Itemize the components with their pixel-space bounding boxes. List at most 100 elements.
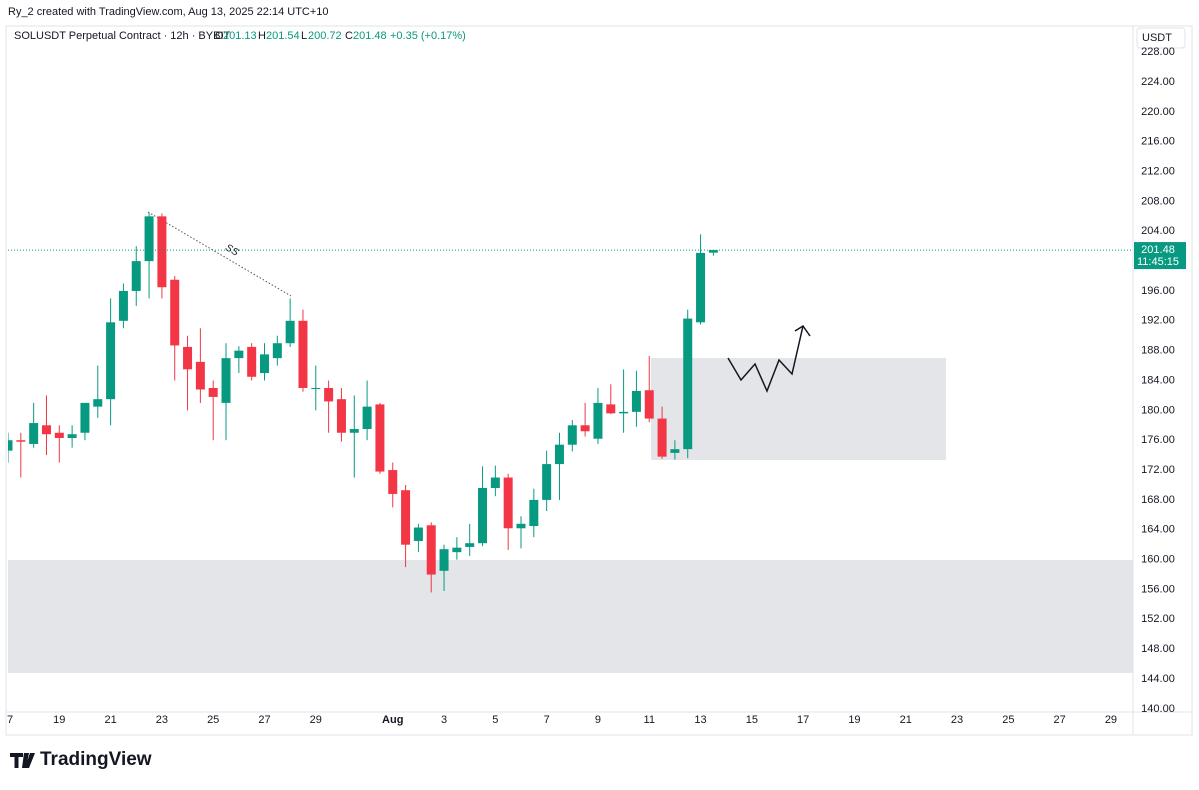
close-value: 201.48 — [353, 30, 387, 42]
x-tick-label: 29 — [1105, 714, 1117, 726]
candle-body — [67, 434, 77, 438]
price-tag — [1134, 242, 1186, 270]
logo-mark — [10, 753, 35, 768]
candle-body — [708, 250, 718, 253]
zone — [651, 358, 946, 460]
candle-body — [16, 440, 26, 442]
candle-body — [567, 425, 577, 445]
candle-body — [324, 387, 334, 402]
candle-body — [490, 477, 500, 488]
candle-body — [619, 411, 629, 414]
y-tick-label: 196.00 — [1141, 285, 1175, 297]
candle-body — [657, 418, 667, 457]
candle-body — [554, 444, 564, 465]
candle-body — [593, 402, 603, 439]
x-tick-label: 9 — [595, 714, 601, 726]
x-tick-label: 25 — [1002, 714, 1014, 726]
candle-body — [516, 523, 526, 529]
plot — [8, 211, 1133, 673]
chart-frame — [5, 25, 1193, 736]
candle-body — [208, 387, 218, 397]
y-tick-label: 204.00 — [1141, 225, 1175, 237]
candle-body — [157, 216, 167, 288]
y-tick-label: 172.00 — [1141, 464, 1175, 476]
candle-body — [131, 261, 141, 291]
candle-body — [54, 432, 64, 438]
y-tick-label: 180.00 — [1141, 404, 1175, 416]
low-key: L — [301, 30, 307, 42]
y-tick-label: 164.00 — [1141, 524, 1175, 536]
path-arrow — [727, 325, 804, 393]
candle-body — [375, 404, 385, 472]
candle-body — [311, 387, 321, 389]
currency[interactable]: USDT — [1142, 32, 1172, 44]
candle-body — [93, 399, 103, 407]
candle-body — [285, 320, 295, 344]
high-key: H — [258, 30, 266, 42]
x-tick-label: 29 — [310, 714, 322, 726]
y-tick-label: 220.00 — [1141, 106, 1175, 118]
candle-body — [529, 499, 539, 527]
close-key: C — [345, 30, 353, 42]
candle-body — [439, 549, 449, 571]
candle-body — [349, 429, 359, 433]
candle-body — [118, 290, 128, 321]
candle-body — [170, 279, 180, 346]
y-tick-label: 168.00 — [1141, 494, 1175, 506]
candle-body — [29, 423, 39, 444]
brand: TradingView — [40, 749, 152, 770]
candle-body — [259, 354, 269, 374]
y-tick-label: 212.00 — [1141, 165, 1175, 177]
candle-body — [41, 425, 51, 435]
y-tick-label: 148.00 — [1141, 643, 1175, 655]
candle-body — [272, 343, 282, 359]
trend-line — [147, 211, 292, 297]
y-tick-label: 176.00 — [1141, 434, 1175, 446]
candle-body — [401, 490, 411, 545]
y-tick-label: 216.00 — [1141, 136, 1175, 148]
candle-body — [362, 406, 372, 430]
change: +0.35 (+0.17%) — [390, 30, 466, 42]
candle-body — [8, 440, 13, 451]
x-tick-label: Aug — [382, 714, 403, 726]
open-value: 201.13 — [223, 30, 257, 42]
countdown: 11:45:15 — [1137, 256, 1179, 268]
candle-body — [221, 358, 231, 403]
x-tick-label: 11 — [644, 714, 655, 726]
x-tick-label: 21 — [900, 714, 912, 726]
x-tick-label: 5 — [492, 714, 498, 726]
candle-body — [452, 547, 462, 553]
candle-body — [503, 477, 513, 529]
annotation: SS — [223, 242, 240, 258]
y-tick-label: 152.00 — [1141, 613, 1175, 625]
candle-body — [183, 346, 193, 370]
candle-body — [606, 404, 616, 414]
candle-body — [106, 322, 116, 400]
x-tick-label: 25 — [207, 714, 219, 726]
y-tick-label: 144.00 — [1141, 673, 1175, 685]
x-tick-label: 27 — [1054, 714, 1066, 726]
y-tick-label: 184.00 — [1141, 374, 1175, 386]
candle-body — [478, 487, 488, 544]
candle-body — [670, 449, 680, 453]
candle-body — [80, 402, 90, 433]
currency-button[interactable] — [1136, 27, 1186, 49]
price-tag-label: 201.48 — [1141, 244, 1175, 256]
y-tick-label: 140.00 — [1141, 703, 1175, 715]
y-tick-label: 228.00 — [1141, 46, 1175, 58]
y-tick-label: 156.00 — [1141, 583, 1175, 595]
candle-body — [234, 350, 244, 359]
symbol: SOLUSDT Perpetual Contract · 12h · BYBIT — [14, 30, 230, 42]
candle-body — [465, 543, 475, 547]
arrow-head — [794, 324, 811, 337]
x-tick-label: 15 — [746, 714, 758, 726]
x-tick-label: 21 — [104, 714, 116, 726]
x-tick-label: 19 — [53, 714, 65, 726]
candle-body — [644, 390, 654, 419]
low-value: 200.72 — [308, 30, 342, 42]
y-tick-label: 188.00 — [1141, 345, 1175, 357]
x-tick-label: 27 — [258, 714, 270, 726]
x-tick-label: 23 — [156, 714, 168, 726]
x-tick-label: 3 — [441, 714, 447, 726]
